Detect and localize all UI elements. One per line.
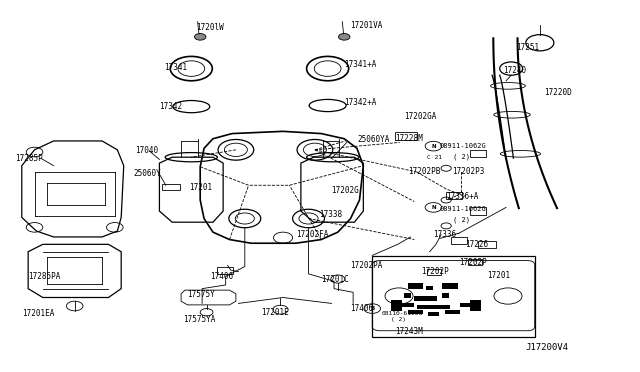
Text: 17285PA: 17285PA <box>28 272 61 281</box>
Bar <box>401 303 413 307</box>
Text: 17201E: 17201E <box>261 308 289 317</box>
Text: 17202P3: 17202P3 <box>452 167 485 176</box>
Text: 17201: 17201 <box>189 183 212 192</box>
Text: 17341+A: 17341+A <box>344 60 376 69</box>
Text: N: N <box>431 205 436 210</box>
Text: 25060Y: 25060Y <box>134 169 162 177</box>
Text: 17338: 17338 <box>319 210 342 219</box>
Bar <box>470 208 486 215</box>
Bar <box>468 260 482 265</box>
Text: 17251: 17251 <box>516 43 540 52</box>
Text: 17342+A: 17342+A <box>344 99 376 108</box>
Text: 17406: 17406 <box>351 304 374 313</box>
Text: B: B <box>370 306 374 311</box>
Bar <box>372 256 535 337</box>
Bar <box>392 301 402 311</box>
Text: ( 2): ( 2) <box>452 217 470 223</box>
Bar <box>404 294 411 298</box>
Bar <box>395 132 417 140</box>
Bar <box>470 150 486 157</box>
Text: ( 2): ( 2) <box>452 154 470 160</box>
Bar <box>460 303 472 307</box>
Text: 17240: 17240 <box>504 66 527 75</box>
Bar <box>217 267 234 274</box>
Text: 17201EA: 17201EA <box>22 309 54 318</box>
Text: 17336+A: 17336+A <box>446 192 479 201</box>
Text: J17200V4: J17200V4 <box>525 343 568 352</box>
Bar <box>427 269 441 275</box>
Bar <box>408 310 423 314</box>
Text: ( 2): ( 2) <box>392 317 406 322</box>
Text: 17202FA: 17202FA <box>296 230 328 239</box>
Text: 17285P: 17285P <box>15 154 43 163</box>
Text: 17341: 17341 <box>164 63 187 72</box>
Bar <box>426 286 433 290</box>
Bar <box>442 283 458 289</box>
Bar <box>445 310 460 314</box>
Text: 17336: 17336 <box>433 230 456 239</box>
Text: 17226: 17226 <box>465 240 488 249</box>
Bar <box>442 294 449 298</box>
Text: 1720lW: 1720lW <box>196 23 223 32</box>
Text: 17040: 17040 <box>135 147 158 155</box>
Text: 17575YA: 17575YA <box>183 315 216 324</box>
Bar <box>417 305 450 309</box>
Bar <box>451 237 467 244</box>
Text: 17201: 17201 <box>487 271 510 280</box>
Text: 17201C: 17201C <box>321 275 349 283</box>
Bar <box>414 296 437 301</box>
Text: C 21: C 21 <box>427 155 442 160</box>
Circle shape <box>339 33 350 40</box>
Text: 17202GA: 17202GA <box>404 112 436 121</box>
Text: 08110-6105G: 08110-6105G <box>381 311 422 316</box>
Bar <box>428 312 439 316</box>
Text: 17406: 17406 <box>210 272 233 281</box>
Bar <box>408 283 423 289</box>
Circle shape <box>195 33 206 40</box>
Text: 17202G: 17202G <box>332 186 359 195</box>
Bar <box>478 241 496 248</box>
Text: 08911-1062G: 08911-1062G <box>440 206 486 212</box>
Text: 08911-1062G: 08911-1062G <box>440 143 486 149</box>
Text: 25060YA: 25060YA <box>357 135 389 144</box>
Bar <box>446 192 462 199</box>
Text: 17201VA: 17201VA <box>351 21 383 30</box>
Text: 17342: 17342 <box>159 102 182 111</box>
Bar <box>162 184 180 190</box>
Text: 17202P: 17202P <box>459 258 486 267</box>
Text: 17575Y: 17575Y <box>188 291 215 299</box>
Text: 17243M: 17243M <box>395 327 423 336</box>
Text: 17228M: 17228M <box>395 134 423 143</box>
Text: 17202PB: 17202PB <box>408 167 440 176</box>
Text: 17220D: 17220D <box>544 89 572 97</box>
Text: N: N <box>431 144 436 149</box>
Text: 17202P: 17202P <box>420 267 449 276</box>
Bar <box>470 301 481 311</box>
Text: 17202PA: 17202PA <box>351 261 383 270</box>
